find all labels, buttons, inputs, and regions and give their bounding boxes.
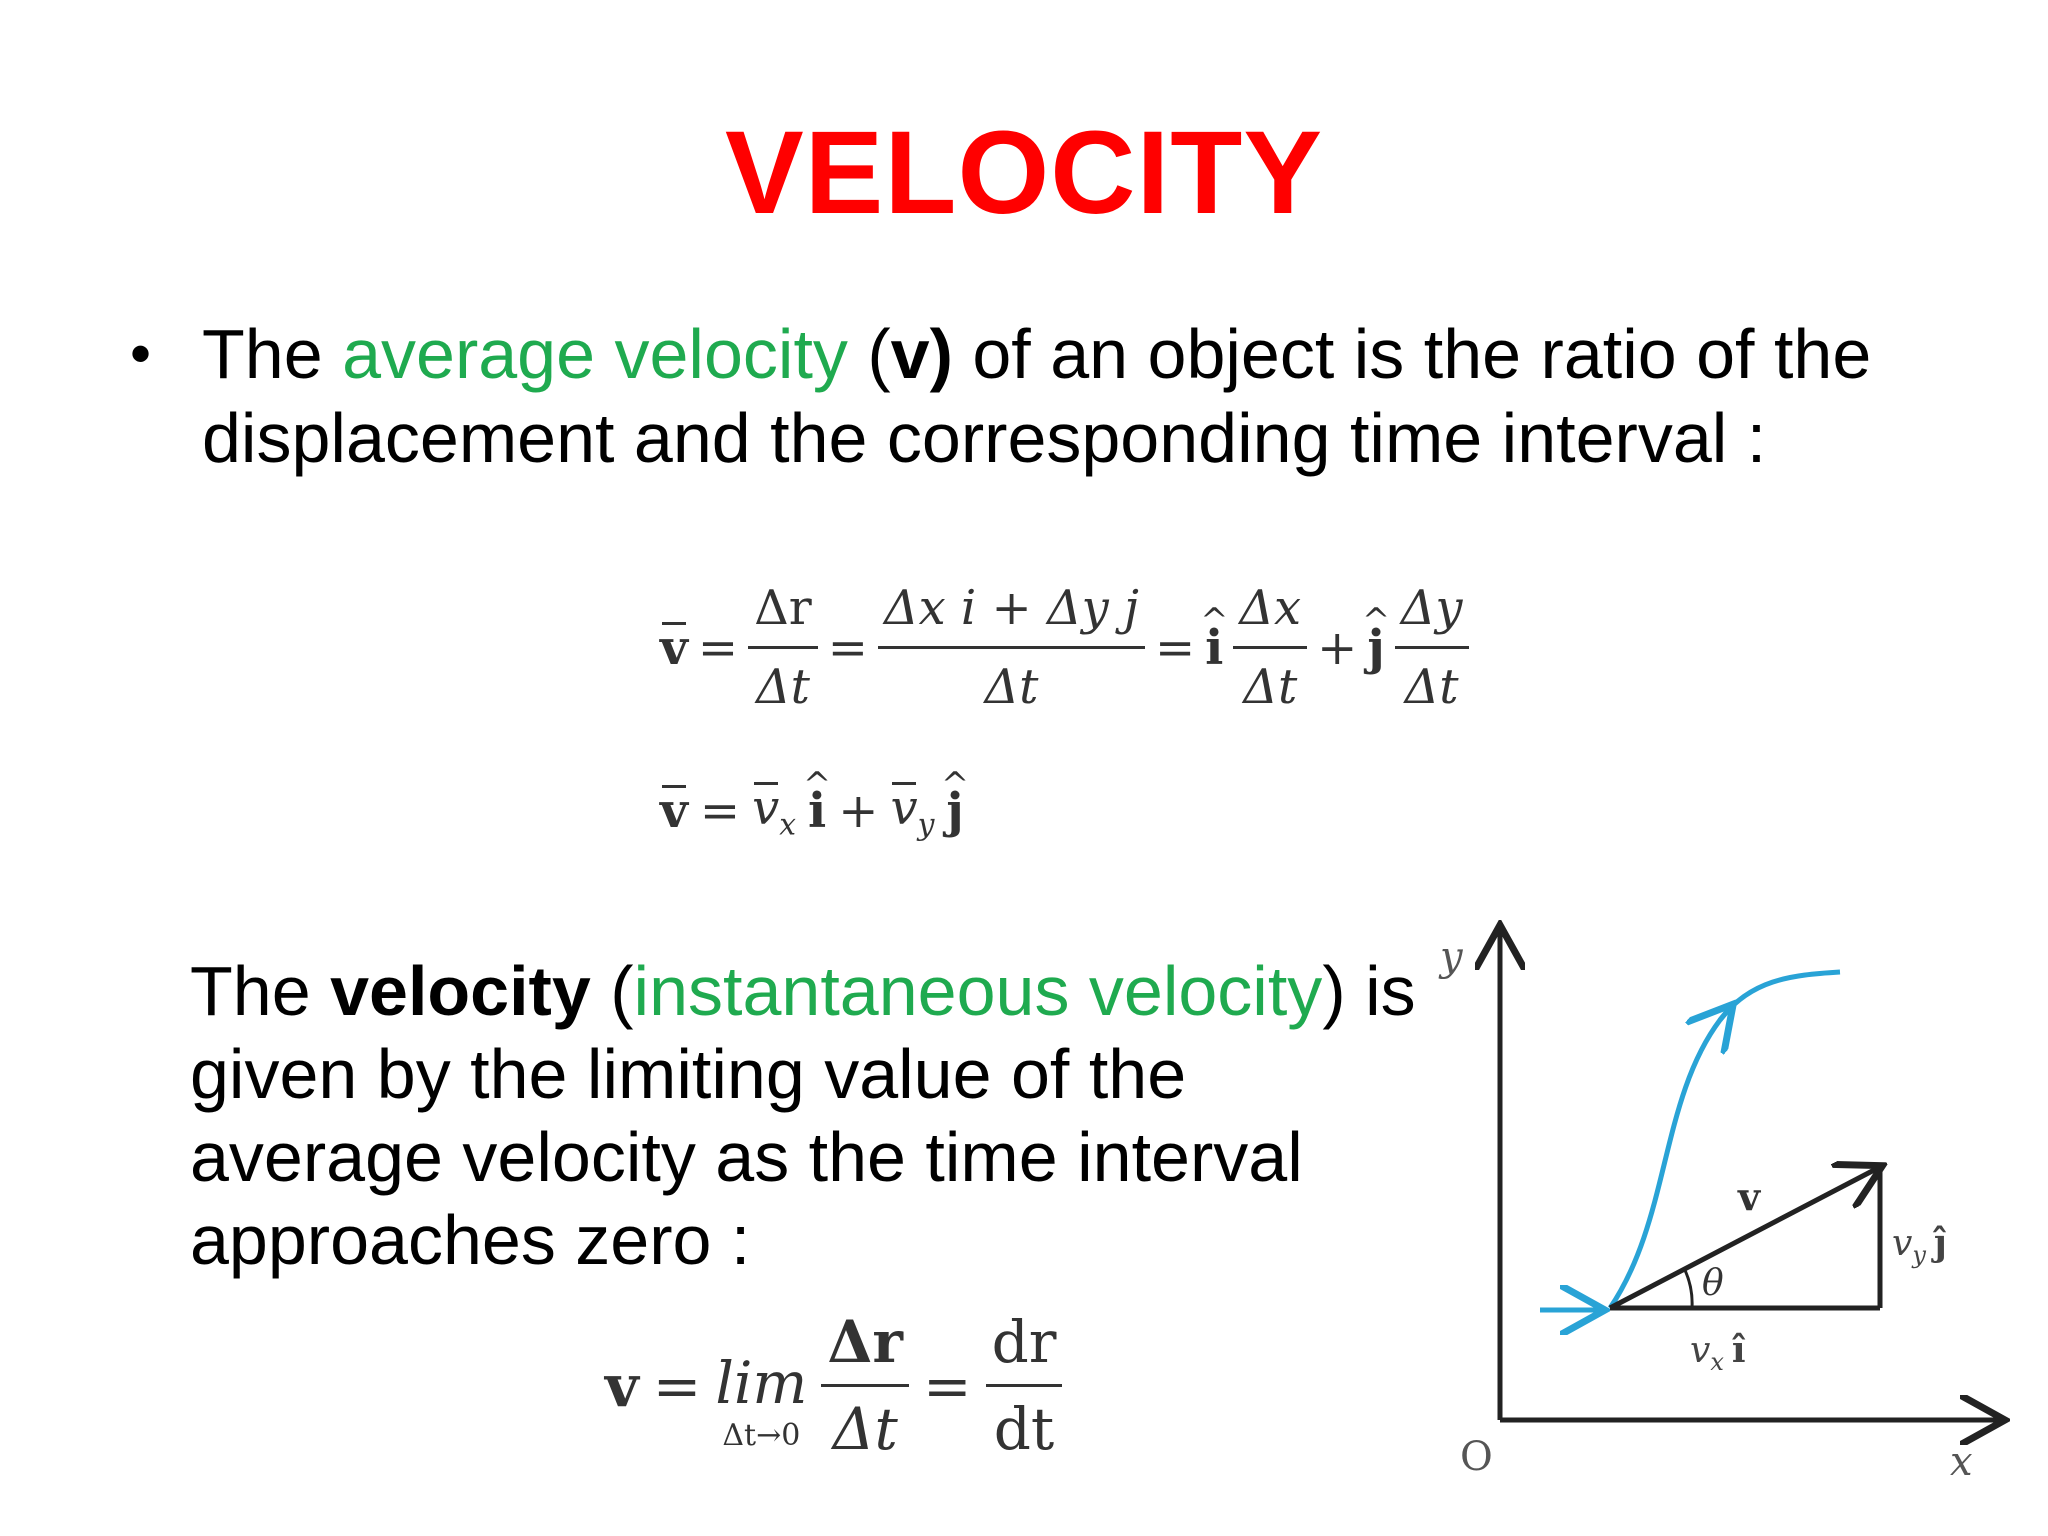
fraction: Δx i + Δy j Δt [877, 570, 1145, 725]
fraction-bar [748, 646, 818, 649]
vx-symbol: v [1690, 1330, 1710, 1371]
unit-i: i [1205, 620, 1223, 676]
vy-unit: ĵ [1931, 1222, 1947, 1264]
denominator: Δt [832, 1395, 898, 1463]
denominator: dt [993, 1395, 1055, 1463]
plus-sign: + [1317, 619, 1358, 676]
numerator: Δx i + Δy j [883, 580, 1139, 636]
instantaneous-velocity-formula: v = lim Δt→0 Δr Δt = dr dt [605, 1300, 1063, 1471]
average-velocity-formula: v = Δr Δt = Δx i + Δy j Δt = i Δx Δt + j… [660, 570, 1469, 725]
vy-symbol: v [890, 780, 918, 836]
vx-label: vx î [1690, 1329, 1746, 1376]
vx-subscript: x [779, 807, 797, 843]
lim-word: lim [715, 1348, 808, 1417]
plus-sign: + [838, 783, 879, 840]
vx-symbol: v [752, 780, 780, 836]
x-axis-label: x [1950, 1439, 1973, 1485]
term-instantaneous-velocity: instantaneous velocity [633, 952, 1323, 1030]
y-axis-label: y [1438, 934, 1464, 980]
fraction-bar [821, 1384, 909, 1387]
v-symbol: v [605, 1351, 639, 1420]
trajectory-arrow [1720, 1008, 1730, 1020]
limit: lim Δt→0 [715, 1318, 807, 1454]
vx-term: vx [752, 780, 796, 842]
equals-sign: = [827, 619, 868, 676]
term-average-velocity: average velocity [342, 315, 848, 393]
vy-subscript: y [1911, 1241, 1926, 1269]
bullet: • [130, 320, 152, 387]
fraction-bar [877, 646, 1145, 649]
fraction-bar [1394, 646, 1469, 649]
angle-theta-label: θ [1702, 1263, 1724, 1304]
denominator: Δt [1404, 659, 1459, 715]
text-run: The [190, 952, 331, 1030]
paragraph-text: The average velocity (v) of an object is… [202, 312, 1922, 480]
unit-j: j [1367, 620, 1384, 676]
equals-sign: = [922, 1351, 972, 1420]
vx-subscript: x [1710, 1348, 1724, 1376]
origin-label: O [1460, 1434, 1493, 1480]
unit-i: i [808, 783, 826, 839]
vy-subscript: y [917, 807, 935, 843]
denominator: Δt [1243, 659, 1298, 715]
fraction-bar [985, 1384, 1063, 1387]
vy-term: vy [890, 780, 934, 842]
vector-v-label: v [1737, 1174, 1762, 1219]
text-run: ( [847, 315, 891, 393]
vx-unit: î [1732, 1329, 1746, 1371]
fraction-bar [1233, 646, 1308, 649]
numerator: Δx [1239, 580, 1302, 636]
velocity-vector [1608, 1168, 1878, 1311]
equals-sign: = [697, 619, 739, 676]
velocity-vector-diagram: y x O v θ vy ĵ vx î [1438, 900, 2030, 1485]
vy-symbol: v [1892, 1223, 1912, 1264]
text-run: ( [590, 952, 634, 1030]
unit-j: j [946, 783, 963, 839]
term-velocity: velocity [330, 952, 591, 1030]
equals-sign: = [699, 783, 741, 840]
slide-title: VELOCITY [724, 107, 1324, 239]
text-run: ) is given by the limiting value of the … [190, 952, 1416, 1279]
trajectory-curve [1607, 969, 1841, 1310]
lim-subscript: Δt→0 [722, 1417, 801, 1453]
equals-sign: = [1154, 619, 1196, 676]
fraction: Δy Δt [1394, 570, 1469, 725]
vy-label: vy ĵ [1892, 1222, 1947, 1269]
v-bar: v [660, 783, 688, 840]
angle-arc [1682, 1267, 1694, 1309]
velocity-components-formula: v = vx i + vy j [660, 780, 964, 842]
text-run: of an object is the ratio of the displac… [202, 315, 1872, 477]
numerator: Δy [1400, 580, 1463, 636]
denominator: Δt [755, 659, 810, 715]
denominator: Δt [984, 659, 1039, 715]
text-run: The [202, 315, 343, 393]
fraction: Δx Δt [1233, 570, 1308, 725]
numerator: Δr [827, 1308, 903, 1376]
fraction: Δr Δt [748, 570, 818, 725]
equals-sign: = [652, 1351, 702, 1420]
symbol-v: v) [890, 315, 953, 393]
v-bar: v [660, 619, 688, 676]
instantaneous-velocity-paragraph: The velocity (instantaneous velocity) is… [190, 950, 1430, 1282]
fraction: dr dt [985, 1300, 1063, 1471]
numerator: dr [991, 1308, 1057, 1376]
fraction: Δr Δt [821, 1300, 909, 1471]
numerator: Δr [754, 580, 812, 636]
